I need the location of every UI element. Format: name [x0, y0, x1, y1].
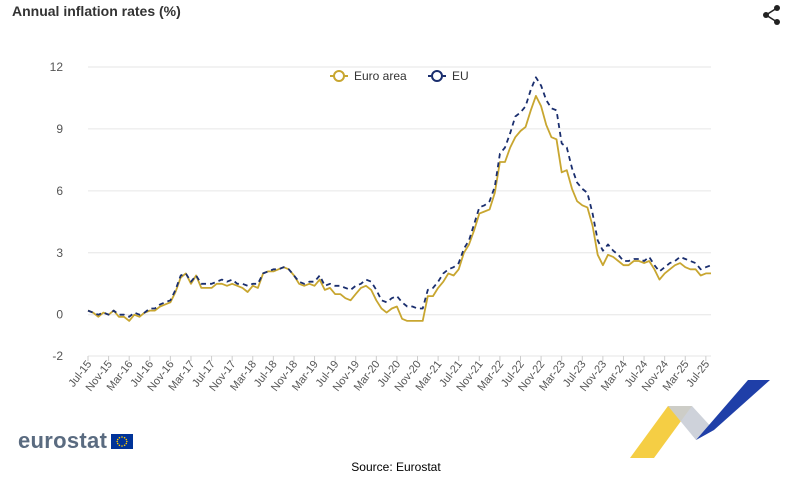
series-line-eu[interactable]: [87, 76, 712, 318]
eu-flag-icon: [111, 433, 134, 449]
legend-marker: [333, 70, 345, 82]
source-note: Source: Eurostat: [351, 460, 441, 474]
legend-label[interactable]: Euro area: [354, 69, 407, 83]
line-chart: -2 0 3 6 9 12 Jul-15Nov-15Mar-16Jul-16Nov-16M…: [50, 60, 713, 394]
chart-title: Annual inflation rates (%): [12, 3, 181, 19]
logo-text: eurostat: [18, 428, 108, 453]
y-tick-label: 3: [56, 246, 63, 260]
y-tick-label: 12: [50, 60, 64, 74]
y-tick-label: 9: [56, 122, 63, 136]
y-tick-label: 6: [56, 184, 63, 198]
y-tick-label: -2: [52, 349, 63, 363]
x-axis-ticks: Jul-15Nov-15Mar-16Jul-16Nov-16Mar-17Jul-…: [66, 356, 712, 394]
eurostat-logo[interactable]: eurostat: [18, 428, 134, 454]
y-axis-ticks: -2 0 3 6 9 12: [50, 60, 64, 363]
y-tick-label: 0: [56, 308, 63, 322]
legend[interactable]: Euro area EU: [330, 69, 469, 83]
legend-label[interactable]: EU: [452, 69, 469, 83]
legend-marker: [431, 70, 443, 82]
decorative-ribbon: [630, 380, 770, 458]
share-icon[interactable]: [761, 4, 783, 26]
series-line-euro-area[interactable]: [87, 95, 711, 322]
series-lines: [87, 76, 712, 322]
